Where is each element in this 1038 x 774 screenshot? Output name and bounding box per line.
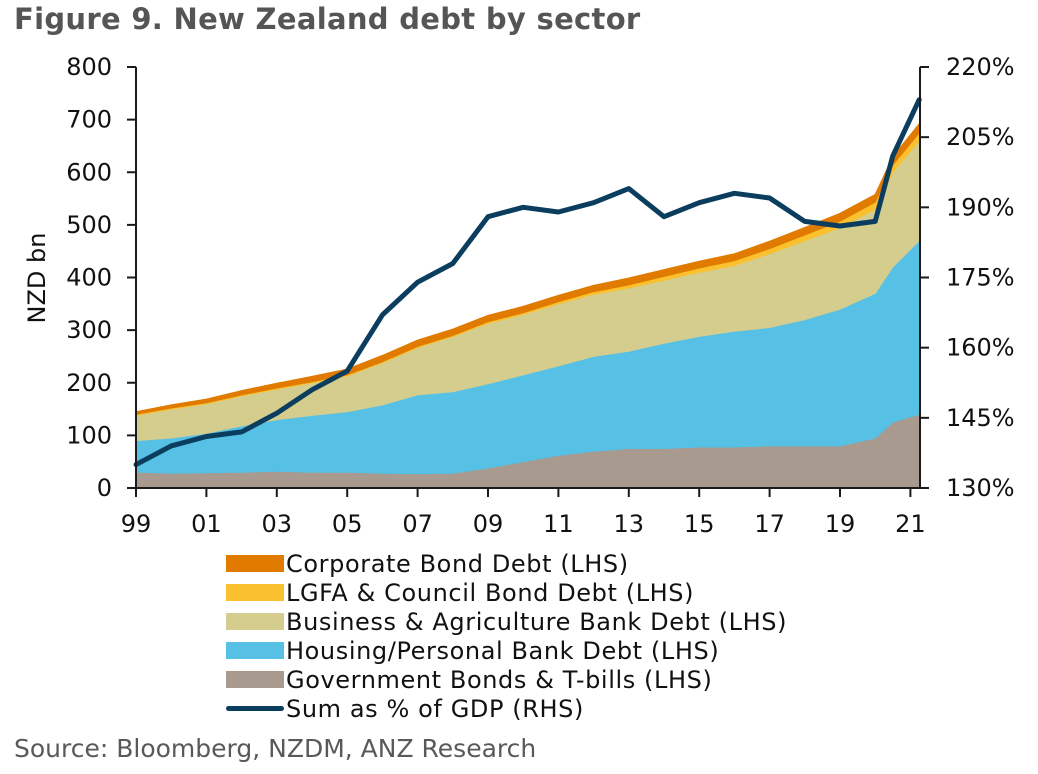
y-tick-label: 200 — [66, 369, 112, 397]
chart-title: Figure 9. New Zealand debt by sector — [14, 2, 641, 36]
legend-label: Housing/Personal Bank Debt (LHS) — [286, 636, 720, 665]
x-tick-label: 13 — [614, 510, 645, 538]
legend-swatch — [226, 613, 284, 630]
legend-label: LGFA & Council Bond Debt (LHS) — [286, 578, 695, 607]
y2-tick-label: 175% — [946, 264, 1015, 292]
x-tick-label: 21 — [895, 510, 926, 538]
legend-item-corporate-bond: Corporate Bond Debt (LHS) — [226, 549, 787, 578]
x-tick-label: 99 — [121, 510, 152, 538]
y-tick-label: 300 — [66, 316, 112, 344]
x-tick-label: 19 — [825, 510, 856, 538]
legend-item-lgfa-council: LGFA & Council Bond Debt (LHS) — [226, 578, 787, 607]
y-tick-label: 400 — [66, 264, 112, 292]
y-tick-label: 500 — [66, 211, 112, 239]
y2-tick-label: 190% — [946, 193, 1015, 221]
x-tick-label: 01 — [191, 510, 222, 538]
legend-item-gdp-line: Sum as % of GDP (RHS) — [226, 694, 787, 723]
y-axis-title: NZD bn — [23, 233, 51, 324]
y-tick-label: 700 — [66, 106, 112, 134]
legend-item-business-agri: Business & Agriculture Bank Debt (LHS) — [226, 607, 787, 636]
x-tick-label: 17 — [754, 510, 785, 538]
x-tick-label: 09 — [473, 510, 504, 538]
y-tick-label: 0 — [97, 474, 112, 502]
legend-swatch — [226, 555, 284, 572]
y-tick-label: 800 — [66, 53, 112, 81]
line-sum-pct-gdp — [133, 97, 922, 468]
legend-label: Sum as % of GDP (RHS) — [286, 694, 584, 723]
y2-tick-label: 205% — [946, 123, 1015, 151]
x-tick-label: 03 — [262, 510, 293, 538]
legend: Corporate Bond Debt (LHS) LGFA & Council… — [226, 549, 787, 723]
x-tick-label: 05 — [332, 510, 363, 538]
y-tick-label: 100 — [66, 421, 112, 449]
legend-swatch — [226, 584, 284, 601]
x-tick-label: 11 — [543, 510, 574, 538]
y2-tick-label: 220% — [946, 53, 1015, 81]
axes: 0 100 200 300 400 500 600 700 800 130% 145% 160% 175… — [66, 53, 1014, 538]
legend-swatch — [226, 642, 284, 659]
y2-tick-label: 130% — [946, 474, 1015, 502]
stacked-areas — [135, 122, 920, 489]
y-tick-label: 600 — [66, 158, 112, 186]
x-tick-label: 07 — [402, 510, 433, 538]
legend-item-housing: Housing/Personal Bank Debt (LHS) — [226, 636, 787, 665]
legend-item-government-bonds: Government Bonds & T-bills (LHS) — [226, 665, 787, 694]
y2-tick-label: 160% — [946, 334, 1015, 362]
legend-label: Corporate Bond Debt (LHS) — [286, 549, 629, 578]
legend-line-swatch — [226, 706, 284, 711]
legend-label: Business & Agriculture Bank Debt (LHS) — [286, 607, 788, 636]
x-tick-label: 15 — [684, 510, 715, 538]
legend-label: Government Bonds & T-bills (LHS) — [286, 665, 713, 694]
y2-tick-label: 145% — [946, 404, 1015, 432]
source-note: Source: Bloomberg, NZDM, ANZ Research — [14, 734, 537, 763]
legend-swatch — [226, 671, 284, 688]
